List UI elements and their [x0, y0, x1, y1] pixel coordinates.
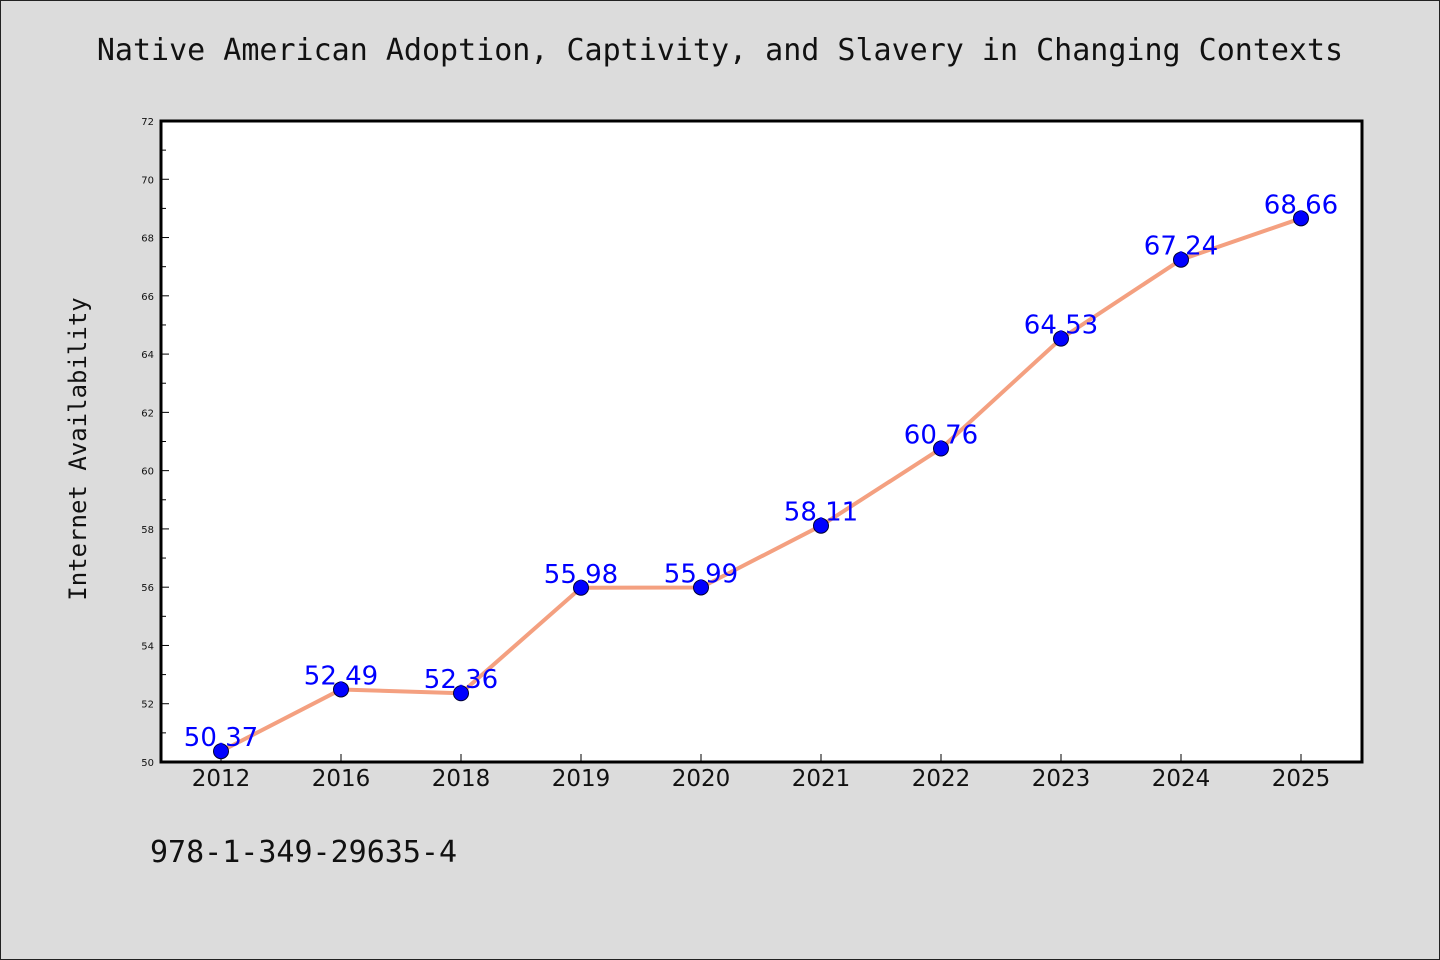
x-tick-label: 2012 [192, 766, 251, 792]
chart-title: Native American Adoption, Captivity, and… [96, 33, 1344, 68]
data-label: 64.53 [1024, 311, 1098, 341]
data-point [453, 685, 469, 702]
data-label: 55.99 [664, 559, 738, 589]
y-tick-label: 56 [141, 583, 154, 594]
series-line [219, 216, 1303, 754]
data-label: 50.37 [184, 723, 258, 753]
x-tick-label: 2018 [432, 766, 491, 792]
x-axis-ticks: 2012 2016 2018 2019 2020 2021 2022 2023 2024 2025 [192, 754, 1331, 792]
data-label: 67.24 [1144, 232, 1218, 262]
data-point [1173, 251, 1189, 268]
y-tick-label: 72 [141, 117, 154, 128]
footer-code: 978-1-349-29635-4 [150, 835, 458, 870]
y-tick-label: 54 [141, 641, 154, 652]
x-tick-label: 2025 [1272, 766, 1331, 792]
data-label: 52.36 [424, 665, 498, 695]
data-point [693, 579, 709, 596]
y-tick-label: 64 [141, 350, 154, 361]
data-label: 52.49 [304, 661, 378, 691]
y-tick-label: 52 [141, 700, 154, 711]
data-point [573, 579, 589, 596]
x-tick-label: 2016 [312, 766, 371, 792]
y-tick-label: 66 [141, 292, 154, 303]
series-markers [213, 210, 1309, 760]
data-point [813, 517, 829, 534]
y-tick-label: 62 [141, 408, 154, 419]
y-tick-label: 68 [141, 234, 154, 245]
data-point [1053, 330, 1069, 347]
x-tick-label: 2024 [1152, 766, 1211, 792]
data-labels: 50.37 52.49 52.36 55.98 55.99 58.11 60.76 64.53… [184, 190, 1338, 753]
data-point [333, 681, 349, 698]
x-tick-label: 2022 [912, 766, 971, 792]
data-point [933, 440, 949, 457]
data-label: 68.66 [1264, 190, 1338, 220]
data-point [1293, 210, 1309, 227]
x-tick-label: 2020 [672, 766, 731, 792]
x-tick-label: 2019 [552, 766, 611, 792]
data-label: 60.76 [904, 420, 978, 450]
data-label: 55.98 [544, 560, 618, 590]
y-tick-label: 58 [141, 525, 154, 536]
y-tick-label: 60 [141, 467, 154, 478]
y-tick-label: 50 [141, 758, 154, 769]
data-label: 58.11 [784, 498, 858, 528]
plot-frame [159, 119, 1364, 764]
y-tick-label: 70 [141, 175, 154, 186]
x-tick-label: 2023 [1032, 766, 1091, 792]
data-point [213, 743, 229, 760]
x-tick-label: 2021 [792, 766, 851, 792]
y-axis-ticks: 50 52 54 56 58 60 62 64 66 68 70 72 [141, 117, 169, 769]
